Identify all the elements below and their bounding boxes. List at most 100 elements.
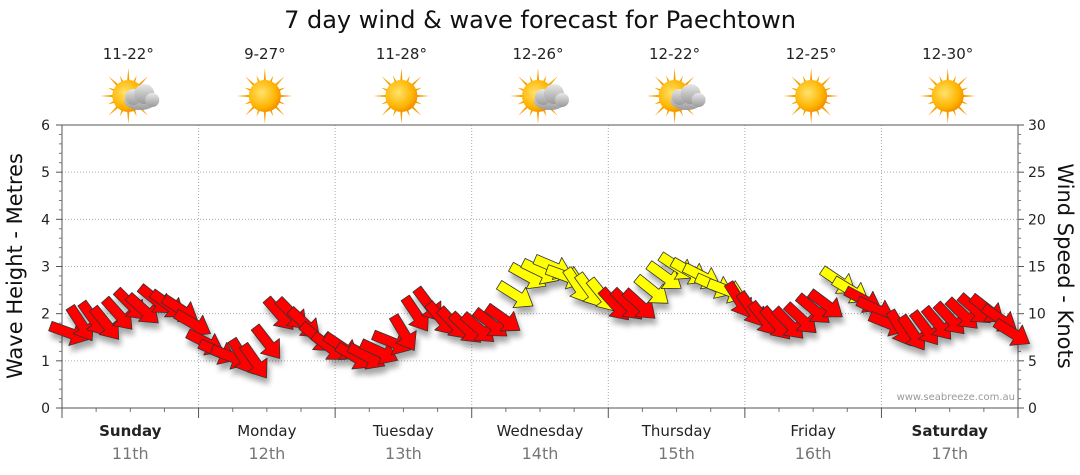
sun-ray [919, 94, 934, 98]
sun-disc [931, 80, 964, 112]
left-tick-label: 6 [41, 118, 50, 134]
day-name: Thursday [641, 422, 712, 440]
sun-ray [946, 109, 949, 124]
sun-ray [137, 76, 149, 88]
sun-icon [919, 68, 976, 124]
day-date: 12th [248, 444, 285, 463]
right-axis: 0 5 10 15 20 25 30 [1018, 118, 1046, 417]
right-tick-label: 30 [1028, 118, 1046, 134]
left-tick-label: 5 [41, 165, 50, 181]
sun-ray [783, 94, 798, 98]
sun-ray [927, 104, 939, 116]
right-tick-label: 5 [1028, 354, 1037, 370]
sun-ray [820, 104, 831, 116]
sun-icon [373, 68, 430, 124]
day-date: 14th [522, 444, 559, 463]
sun-ray [654, 104, 666, 116]
wind-arrow [388, 313, 417, 351]
left-tick-label: 0 [41, 401, 50, 417]
right-tick-label: 10 [1028, 307, 1046, 323]
sun-ray [100, 94, 115, 98]
temperature-range: 11-28° [376, 45, 427, 63]
left-tick-label: 2 [41, 307, 50, 323]
sun-ray [108, 104, 120, 116]
day-date: 17th [931, 444, 968, 463]
sun-ray [956, 76, 968, 88]
sun-ray [518, 76, 530, 88]
wind-arrow [239, 342, 268, 379]
day-name: Tuesday [372, 422, 434, 440]
wind-series [48, 251, 1031, 379]
partly-cloudy-icon [510, 68, 569, 124]
sun-ray [683, 76, 695, 88]
sun-ray [400, 109, 403, 124]
temperature-range: 12-22° [649, 45, 700, 63]
sun-ray [791, 76, 803, 88]
sun-ray [400, 68, 403, 83]
right-tick-label: 0 [1028, 401, 1037, 417]
left-tick-label: 4 [41, 212, 50, 228]
sun-ray [381, 76, 393, 88]
temperature-range: 12-25° [786, 45, 837, 63]
sun-ray [961, 94, 976, 98]
day-name: Wednesday [497, 422, 584, 440]
left-tick-label: 3 [41, 260, 50, 276]
day-date: 11th [112, 444, 149, 463]
sun-disc [385, 80, 418, 112]
sun-ray [373, 94, 388, 98]
sun-icon [236, 68, 293, 124]
partly-cloudy-icon [100, 68, 160, 124]
right-tick-label: 15 [1028, 260, 1046, 276]
left-axis: 0 1 2 3 4 5 6 [41, 118, 62, 417]
weather-row: 11-22° 9-27° 11-28° 12-26° 12-22° 12-25° 12-30… [100, 45, 976, 124]
sun-ray [245, 104, 256, 116]
sun-ray [654, 76, 666, 88]
sun-ray [127, 68, 130, 83]
wind-arrow [806, 288, 843, 318]
sun-ray [546, 76, 558, 88]
sun-ray [820, 76, 831, 88]
sun-ray [809, 68, 813, 83]
sun-ray [236, 94, 251, 98]
left-axis-title: Wave Height - Metres [3, 153, 27, 379]
sun-ray [410, 104, 422, 116]
credit-text: www.seabreeze.com.au [897, 392, 1015, 403]
sun-ray [673, 109, 676, 124]
cloud-shape [124, 84, 160, 110]
cloud-shape [670, 84, 706, 110]
day-name: Sunday [99, 422, 162, 440]
wind-arrow [250, 323, 281, 359]
sun-ray [927, 76, 939, 88]
sun-ray [809, 109, 813, 124]
sun-ray [791, 104, 803, 116]
day-name: Saturday [912, 422, 989, 440]
right-tick-label: 25 [1028, 165, 1046, 181]
sun-ray [273, 104, 285, 116]
temperature-range: 12-30° [922, 45, 973, 63]
temperature-range: 9-27° [244, 45, 286, 63]
sun-ray [518, 104, 530, 116]
wind-arrow [633, 273, 669, 304]
sun-disc [248, 80, 281, 112]
temperature-range: 11-22° [103, 45, 154, 63]
sun-ray [381, 104, 393, 116]
sun-ray [415, 94, 430, 98]
sun-ray [273, 76, 285, 88]
day-date: 16th [795, 444, 832, 463]
sun-ray [536, 68, 540, 83]
partly-cloudy-icon [646, 68, 706, 124]
right-axis-title: Wind Speed - Knots [1053, 163, 1077, 368]
wind-arrow [483, 302, 521, 332]
chart-title: 7 day wind & wave forecast for Paechtown [284, 6, 796, 34]
sun-ray [263, 68, 267, 83]
sun-ray [245, 76, 256, 88]
day-labels: Sunday 11th Monday 12th Tuesday 13th Wednesday… [99, 422, 988, 463]
sun-ray [410, 76, 422, 88]
sun-ray [127, 109, 130, 124]
right-tick-label: 20 [1028, 212, 1046, 228]
sun-ray [108, 76, 120, 88]
sun-ray [646, 94, 661, 98]
temperature-range: 12-26° [512, 45, 563, 63]
day-name: Friday [790, 422, 836, 440]
